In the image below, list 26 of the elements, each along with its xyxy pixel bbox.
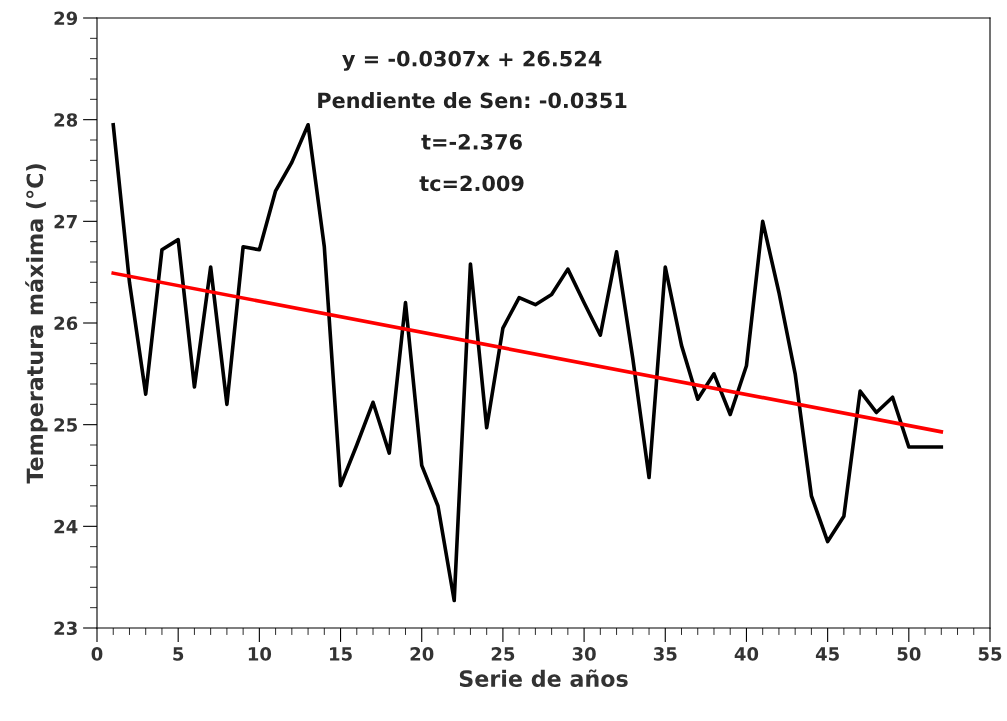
x-tick-label: 20: [410, 647, 434, 661]
y-tick-label: 29: [54, 11, 78, 26]
x-tick-label: 35: [653, 647, 677, 661]
x-tick-label: 30: [572, 647, 596, 661]
y-tick-label: 24: [54, 519, 78, 534]
annotation: tc=2.009: [419, 175, 524, 192]
line-series: [111, 122, 944, 603]
annotation: t=-2.376: [421, 133, 522, 150]
y-tick-label: 23: [54, 621, 77, 636]
y-tick-label: 28: [54, 113, 78, 127]
y-tick-label: 26: [54, 316, 78, 331]
annotation: y = -0.0307x + 26.524: [342, 50, 602, 71]
x-tick-label: 40: [734, 647, 759, 661]
y-axis-title: Temperatura máxima (°C): [25, 164, 48, 484]
x-tick-label: 0: [91, 647, 103, 661]
x-tick-label: 5: [173, 647, 184, 661]
x-tick-label: 45: [815, 647, 839, 661]
x-axis-title: Serie de años: [459, 669, 628, 687]
x-tick-label: 15: [330, 647, 352, 661]
y-tick-label: 27: [54, 214, 77, 229]
x-tick-label: 10: [248, 647, 272, 661]
x-tick-label: 55: [978, 647, 1002, 661]
annotation: Pendiente de Sen: -0.0351: [318, 92, 627, 109]
x-tick-label: 50: [897, 647, 921, 661]
y-tick-label: 25: [54, 418, 77, 432]
x-tick-label: 25: [491, 647, 515, 661]
